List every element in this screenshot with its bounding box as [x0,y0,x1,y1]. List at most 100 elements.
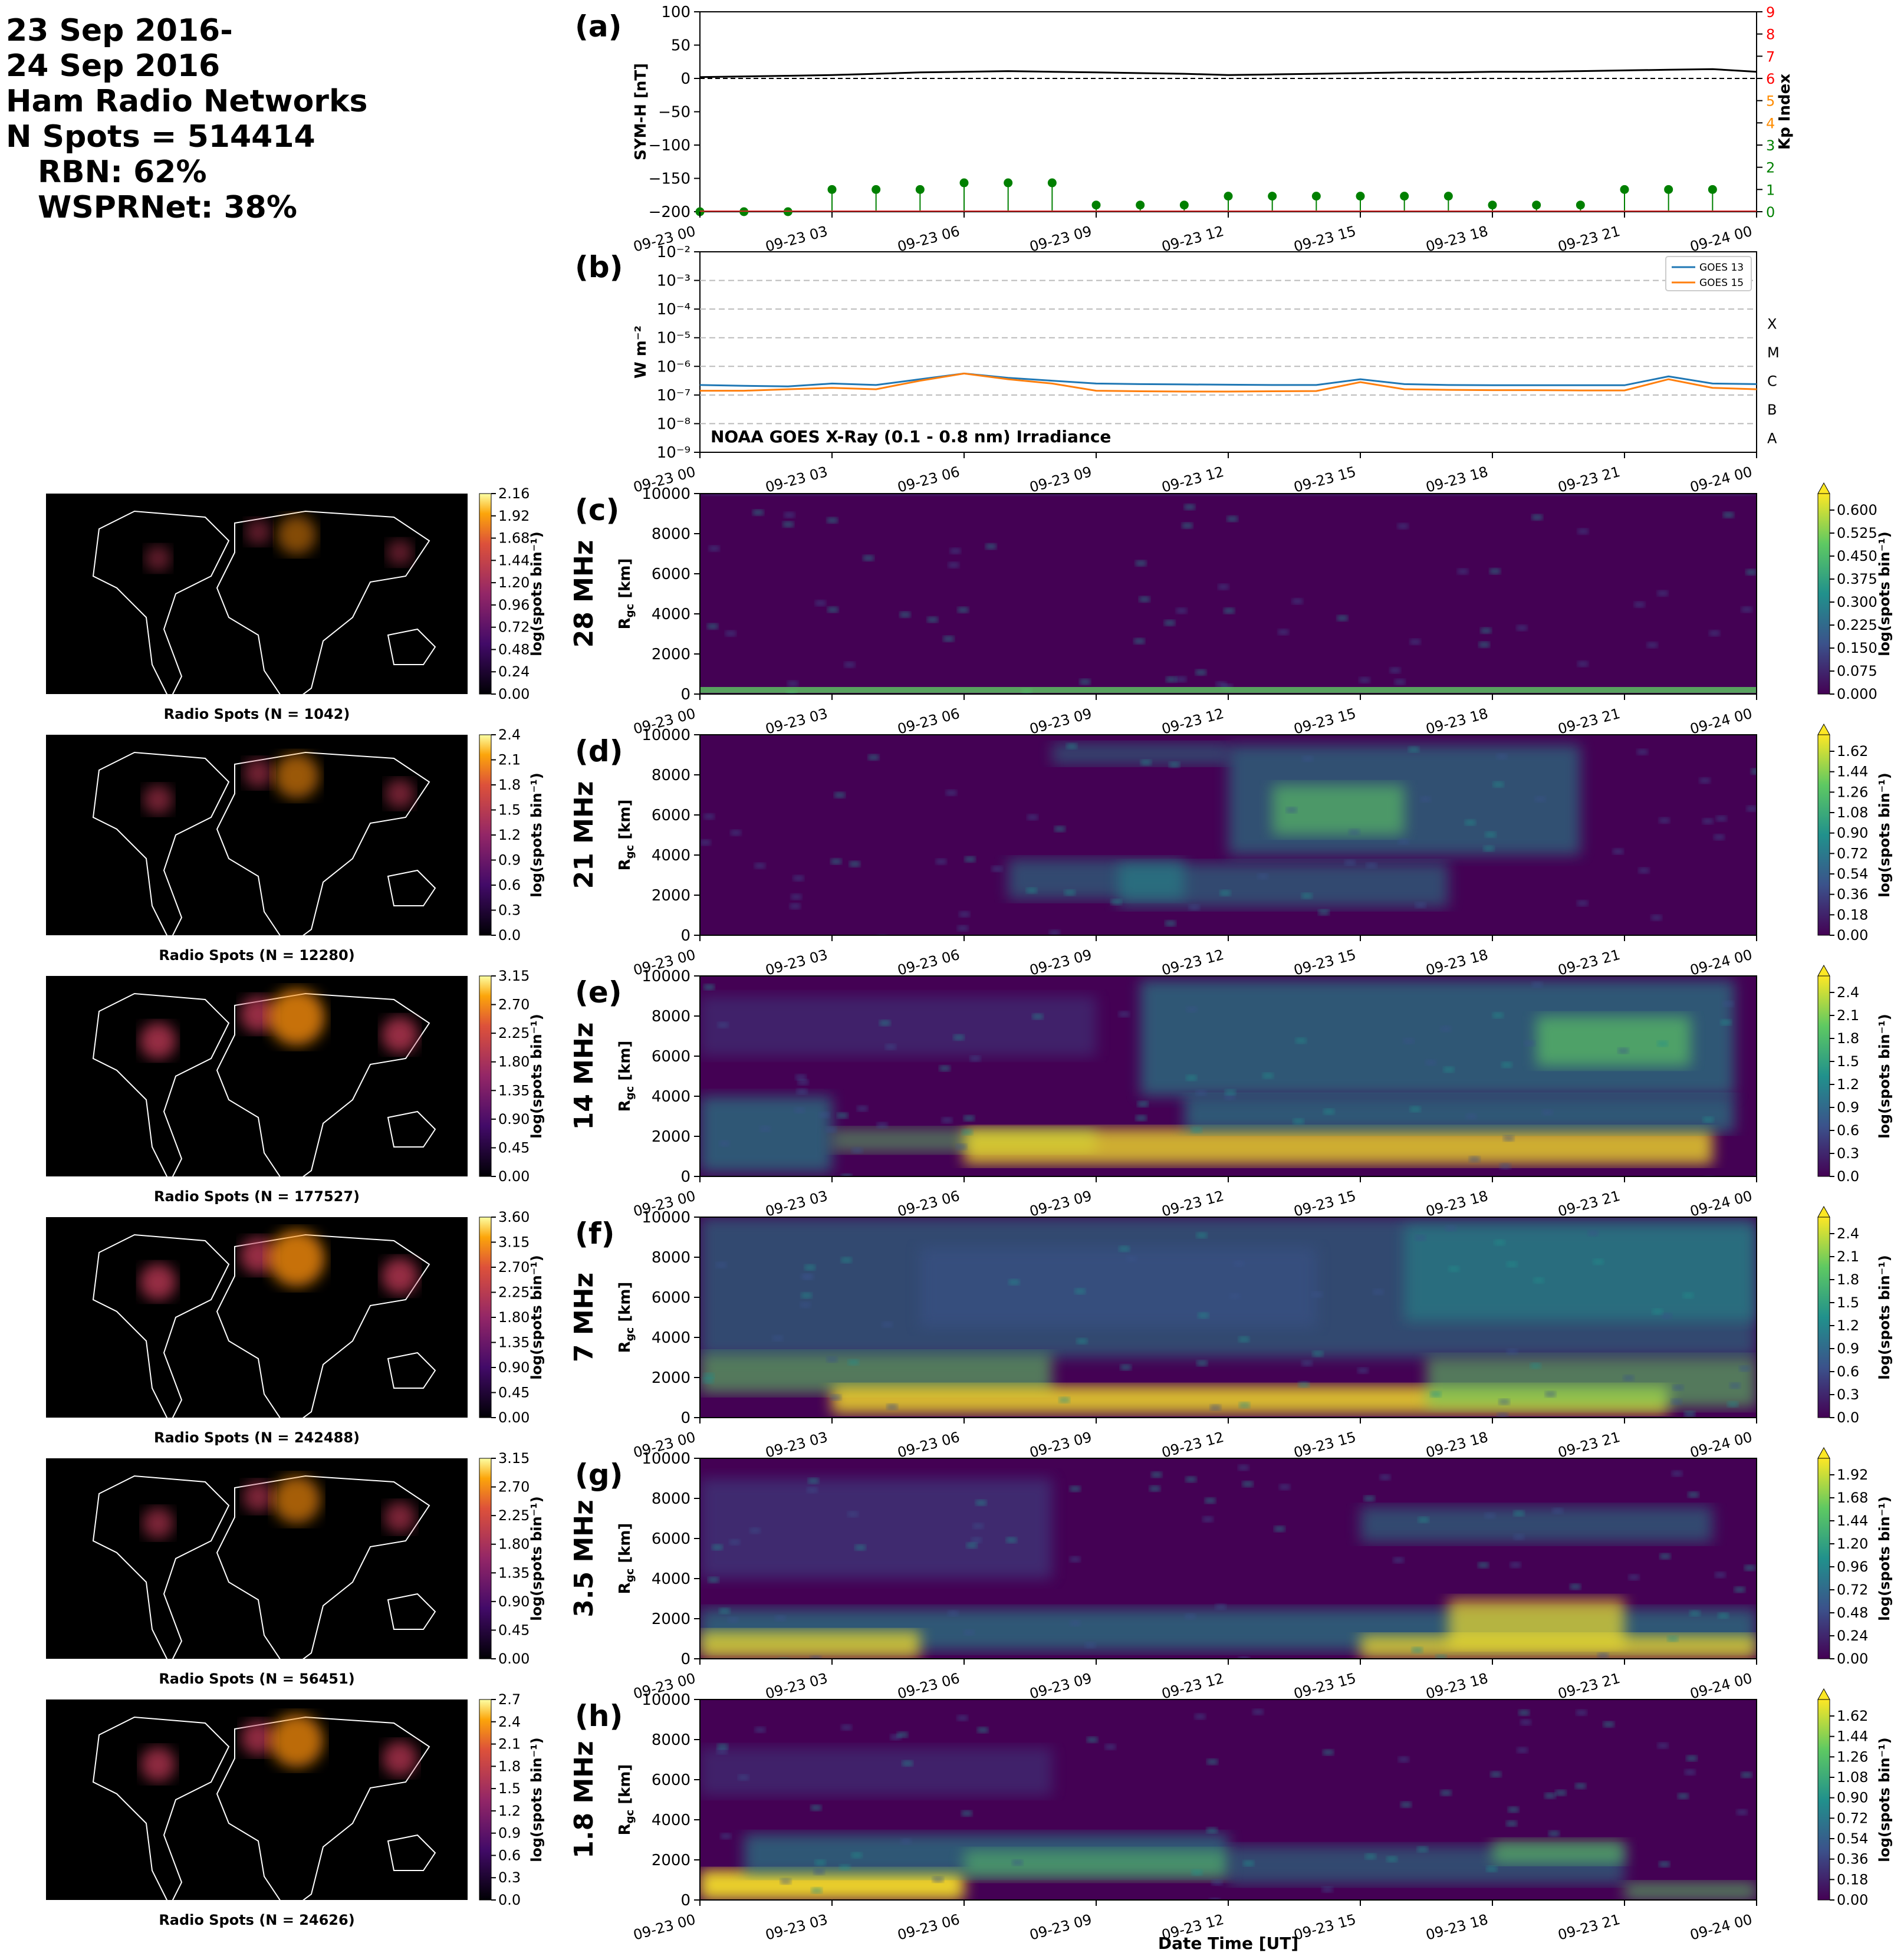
rtp-cell [1176,676,1187,682]
rtp-ytick-label: 10000 [642,1209,690,1227]
rtp-cell [1176,607,1187,614]
rtp-f-xtick-label: 09-23 21 [1556,1429,1622,1461]
flux-ytick-label: 10⁻⁴ [657,301,690,318]
rtp-cell [969,1056,981,1062]
rtp-cell [1503,1135,1514,1142]
rtp-cell [1510,1561,1521,1568]
rtp-f-xtick-label: 09-23 03 [764,1429,829,1461]
rtp-cell [1344,859,1356,866]
rtp-cell [1497,1412,1508,1418]
rtp-cbar-tick-label: 0.18 [1837,906,1868,923]
panel-b-xtick-label: 09-23 21 [1556,463,1622,496]
rtp-cell [1301,893,1313,899]
rtp-axis-label-unit: [km] [616,1523,634,1569]
panel-b-xtick-label: 09-23 15 [1292,463,1357,496]
rtp-cbar-tick-label: 1.8 [1837,1271,1859,1288]
rtp-cell [1224,607,1235,614]
panel-b-axes [699,251,1757,453]
rtp-cell [1667,1635,1678,1642]
rtp-cell [897,1731,908,1738]
rtp-cbar-tick-label: 2.1 [1837,1007,1859,1024]
rtp-cell [1507,1349,1518,1355]
map-cbar-tick-label: 0.00 [498,686,530,702]
rtp-cell [1489,568,1501,574]
map-cbar-tick-label: 0.90 [498,1111,530,1127]
rtp-cell [1418,1517,1429,1523]
kp-marker [872,185,881,194]
rtp-cbar-tick-label: 0.0 [1837,1168,1859,1185]
rtp-e-xtick-label: 09-23 09 [1028,1188,1093,1220]
rtp-cell [1722,1001,1734,1007]
rtp-g-xtick-label: 09-24 00 [1688,1670,1754,1702]
rtp-cbar-tick-label: 1.2 [1837,1076,1859,1093]
rtp-cell [1225,1089,1236,1096]
rtp-cell [1054,826,1066,832]
rtp-g-xtick-label: 09-23 18 [1424,1670,1489,1702]
rtp-cell [956,1143,967,1150]
rtp-cbar-tick-label: 0.0 [1837,1409,1859,1426]
rtp-cell [1026,887,1037,894]
rtp-cell [1685,1769,1696,1776]
rtp-cell [1617,1047,1629,1054]
map-cbar-tick-label: 0.9 [498,1825,521,1842]
map-colorbar [479,1458,492,1659]
rtp-cell [1415,902,1426,908]
spot-density-hotspot [381,1016,419,1054]
rtp-h-xtick-label: 09-23 03 [764,1911,829,1944]
rtp-cbar-tick-label: 1.44 [1837,1513,1868,1529]
rtp-cbar-tick-label: 1.44 [1837,764,1868,780]
rtp-colorbar-extend-arrow [1817,723,1830,735]
rtp-cell [1274,1526,1285,1532]
rtp-cell [1658,1743,1669,1749]
rtp-cell [800,1301,811,1308]
rtp-cell [1278,629,1289,635]
rtp-cell [1469,1156,1480,1162]
rtp-cell [1366,862,1377,869]
rtp-cell [1337,615,1348,622]
rtp-axis-label: Rgc [km] [616,558,636,630]
rtp-cell [1716,816,1727,822]
rtp-cell [1234,1260,1245,1267]
band-label-h: 1.8 MHz [569,1741,599,1858]
spot-density-hotspot [269,1714,324,1768]
rtp-density-region [1118,863,1449,908]
rtp-cell [1008,1279,1020,1286]
rtp-cell [1006,1537,1017,1543]
rtp-c-xtick-label: 09-23 09 [1028,705,1093,738]
map-colorbar [479,493,492,695]
rtp-cell [1689,1610,1701,1616]
map-cbar-tick-label: 0.3 [498,902,521,919]
rtp-cell [772,1335,783,1342]
flare-class-label: C [1767,373,1777,390]
rtp-cell [844,662,855,668]
rtp-cell [946,790,957,796]
rtp-cbar-tick-label: 0.225 [1837,617,1877,633]
rtp-cell [1049,929,1060,935]
rtp-ytick-label: 6000 [652,1530,690,1548]
rtp-cell [1440,1025,1451,1032]
kp-marker [1179,200,1189,210]
flare-class-label: M [1767,344,1780,361]
rtp-axis-label-sub: gc [624,1569,636,1583]
rtp-cell [703,984,715,990]
band-label-g: 3.5 MHz [569,1500,599,1617]
rtp-axis-label-r: R [616,859,634,870]
rtp-cell [1688,1491,1699,1498]
rtp-cbar-label: log(spots bin⁻¹) [1876,1737,1893,1862]
map-cbar-label: log(spots bin⁻¹) [528,1255,545,1380]
rtp-f-xtick-label: 09-23 09 [1028,1429,1093,1461]
rtp-density-region [1426,1357,1757,1408]
rtp-cell [1139,596,1150,603]
map-cbar-tick-label: 0.45 [498,1139,530,1156]
rtp-cell [810,1655,821,1659]
rtp-ytick-label: 4000 [652,1329,690,1347]
rtp-cell [1135,560,1146,567]
map-cbar-tick-label: 0.45 [498,1622,530,1638]
rtp-cell [1195,1090,1206,1096]
rtp-cell [932,1876,943,1883]
rtp-cell [1196,1360,1208,1366]
rtp-axis-label-sub: gc [624,845,636,859]
x-axis-title: Date Time [UT] [1158,1934,1298,1953]
rtp-cell [1398,1756,1409,1763]
rtp-cell [1027,814,1038,820]
